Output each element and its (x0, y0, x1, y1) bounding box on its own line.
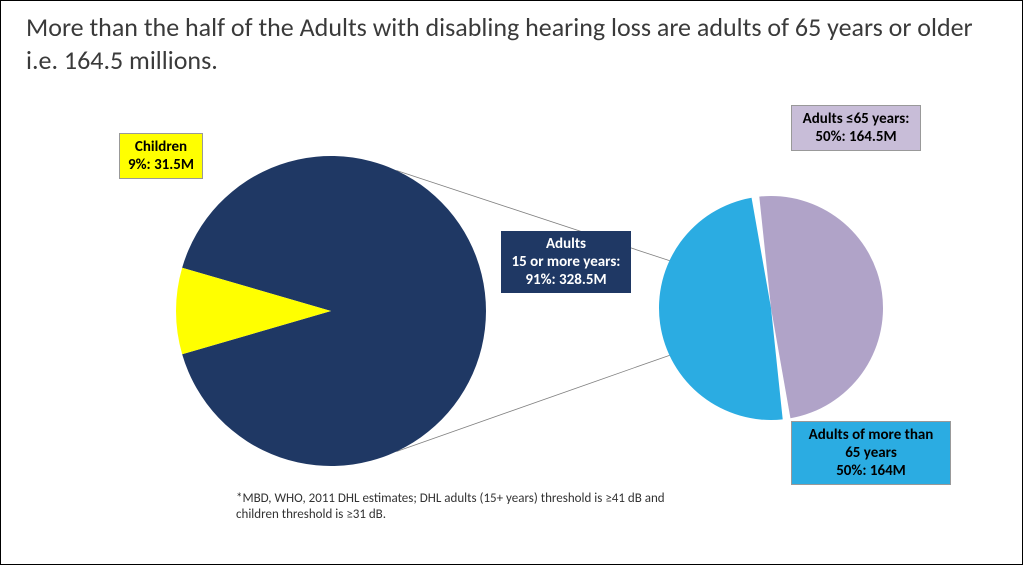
chart-area: Children9%: 31.5M Adults15 or more years… (1, 111, 1023, 561)
pie-main (172, 152, 490, 470)
pie-breakout (655, 192, 887, 424)
label-children: Children9%: 31.5M (119, 133, 203, 179)
slide-title: More than the half of the Adults with di… (1, 1, 1022, 76)
label-adults-over65: Adults of more than 65 years50%: 164M (791, 421, 951, 485)
label-adults-main: Adults15 or more years:91%: 328.5M (501, 231, 631, 293)
footnote: *MBD, WHO, 2011 DHL estimates; DHL adult… (236, 491, 706, 524)
label-adults-under65: Adults ≤65 years:50%: 164.5M (791, 105, 921, 151)
